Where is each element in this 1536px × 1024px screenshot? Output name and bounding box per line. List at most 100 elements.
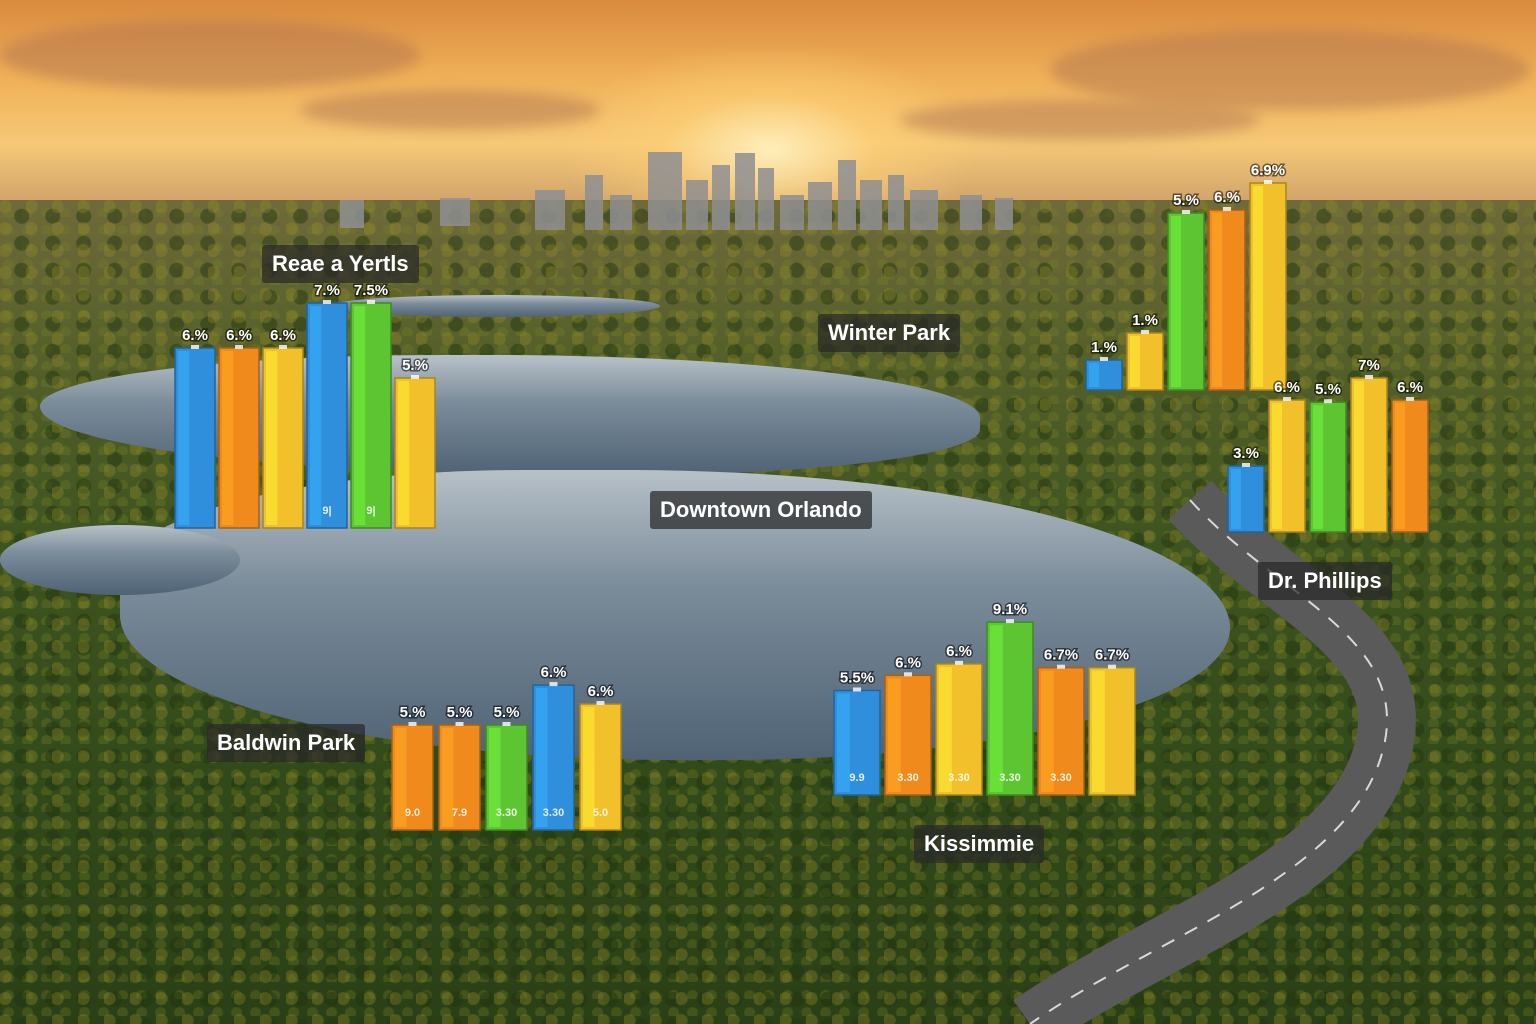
- region-label-dr-phillips: Dr. Phillips: [1258, 562, 1392, 600]
- bar-value-label: 6.%: [588, 683, 614, 700]
- bar-highlight: [1092, 670, 1105, 792]
- bar-chart-4: 5.% 9.0 5.% 7.9 5.% 3.30 6.% 3.30 6.% 5.0: [391, 663, 622, 831]
- bar-highlight: [354, 306, 366, 525]
- bar-highlight: [222, 351, 234, 525]
- bar-foot-label: 3.30: [496, 807, 517, 819]
- bar-foot-label: 3.30: [948, 772, 969, 784]
- bar-cap: [411, 375, 419, 379]
- bar-value-label: 6.%: [1214, 189, 1240, 206]
- bar-value-label: 7.5%: [354, 282, 388, 299]
- bar-value-label: 3.%: [1233, 445, 1259, 462]
- bar-value-label: 6.%: [182, 327, 208, 344]
- bar-foot-label: 9.0: [405, 807, 420, 819]
- bar-highlight: [1089, 363, 1100, 387]
- bar-highlight: [1354, 381, 1365, 529]
- bar-cap: [408, 722, 417, 726]
- bar-value-label: 6.%: [1397, 379, 1423, 396]
- bar-cap: [1108, 664, 1116, 669]
- bar-highlight: [1253, 186, 1264, 387]
- west-lake: [0, 525, 240, 595]
- bar-value-label: 6.%: [226, 327, 252, 344]
- bar-highlight: [1272, 403, 1283, 529]
- bar-cap: [1223, 207, 1231, 211]
- bar-foot-label: 7.9: [452, 807, 467, 819]
- bar-value-label: 5.%: [494, 704, 520, 721]
- bar-value-label: 5.%: [447, 704, 473, 721]
- bar-foot-label: 3.30: [999, 772, 1020, 784]
- bar-cap: [596, 701, 605, 705]
- region-label-baldwin: Baldwin Park: [207, 724, 366, 762]
- region-label-kissimmie: Kissimmie: [914, 825, 1045, 863]
- bar-cap: [1264, 180, 1272, 184]
- bar-cap: [1182, 210, 1190, 214]
- bar-chart-5: 5.5% 9.9 6.% 3.30 6.% 3.30 9.1% 3.30 6.7% 3.30 6.7…: [833, 600, 1136, 796]
- bar-highlight: [1313, 405, 1324, 529]
- bar-cap: [1006, 619, 1014, 624]
- city-skyline: [340, 152, 1013, 230]
- bar-foot-label: 9|: [322, 505, 331, 517]
- bar-highlight: [442, 728, 454, 827]
- bar-value-label: 7%: [1358, 357, 1380, 374]
- bar-cap: [1057, 664, 1065, 669]
- bar-highlight: [398, 381, 410, 525]
- cloud: [0, 20, 420, 90]
- region-label-winter-park: Winter Park: [818, 314, 961, 352]
- bar-cap: [279, 345, 287, 349]
- bar-chart-3: 3.% 6.% 5.% 7% 6.%: [1227, 356, 1429, 533]
- bar-chart-2: 1.% 1.% 5.% 6.% 6.9%: [1085, 161, 1287, 391]
- bar-value-label: 6.7%: [1044, 647, 1078, 664]
- bar-highlight: [1212, 213, 1223, 387]
- bar-value-label: 6.9%: [1251, 162, 1285, 179]
- bar-foot-label: 3.30: [543, 807, 564, 819]
- bar-highlight: [178, 351, 190, 525]
- bar-highlight: [990, 625, 1003, 792]
- bar-foot-label: 3.30: [1050, 772, 1071, 784]
- bar-value-label: 5.%: [1315, 381, 1341, 398]
- bar-value-label: 6.%: [1274, 379, 1300, 396]
- bar-cap: [1242, 463, 1250, 467]
- bar-highlight: [939, 666, 952, 792]
- bar-cap: [955, 660, 963, 665]
- bar-value-label: 5.%: [402, 357, 428, 374]
- bar-highlight: [1171, 216, 1182, 387]
- bar-cap: [1324, 399, 1332, 404]
- bar-value-label: 9.1%: [993, 601, 1027, 618]
- bar-cap: [323, 300, 331, 304]
- bar-cap: [853, 687, 861, 692]
- bar-highlight: [1041, 670, 1054, 792]
- bar-highlight: [583, 707, 595, 827]
- bar-highlight: [395, 728, 407, 827]
- upper-lake: [330, 295, 660, 317]
- bar-value-label: 5.5%: [840, 670, 874, 687]
- bar-cap: [1283, 397, 1291, 401]
- bar-foot-label: 9.9: [849, 772, 864, 784]
- bar-cap: [1141, 330, 1149, 334]
- bar-cap: [904, 672, 912, 677]
- bar-value-label: 6.%: [270, 327, 296, 344]
- region-label-downtown: Downtown Orlando: [650, 491, 872, 529]
- bar-foot-label: 3.30: [897, 772, 918, 784]
- bar-highlight: [266, 351, 278, 525]
- bar-value-label: 5.%: [400, 704, 426, 721]
- bar-value-label: 5.%: [1173, 192, 1199, 209]
- cloud: [300, 90, 600, 130]
- bar-highlight: [837, 693, 850, 792]
- bar-value-label: 6.%: [541, 664, 567, 681]
- bar-highlight: [1130, 336, 1141, 387]
- bar-cap: [1365, 375, 1373, 379]
- bar-cap: [235, 345, 243, 349]
- bar-value-label: 7.%: [314, 282, 340, 299]
- bar-value-label: 1.%: [1091, 339, 1117, 356]
- bar-cap: [191, 345, 199, 349]
- bar-cap: [367, 300, 375, 304]
- bar-cap: [1100, 357, 1108, 361]
- region-label-reae: Reae a Yertls: [262, 245, 419, 283]
- bar-value-label: 6.7%: [1095, 647, 1129, 664]
- bar-foot-label: 9|: [366, 505, 375, 517]
- bar-highlight: [888, 678, 901, 792]
- bar-highlight: [1231, 469, 1242, 529]
- bar-value-label: 6.%: [946, 643, 972, 660]
- bar-value-label: 1.%: [1132, 312, 1158, 329]
